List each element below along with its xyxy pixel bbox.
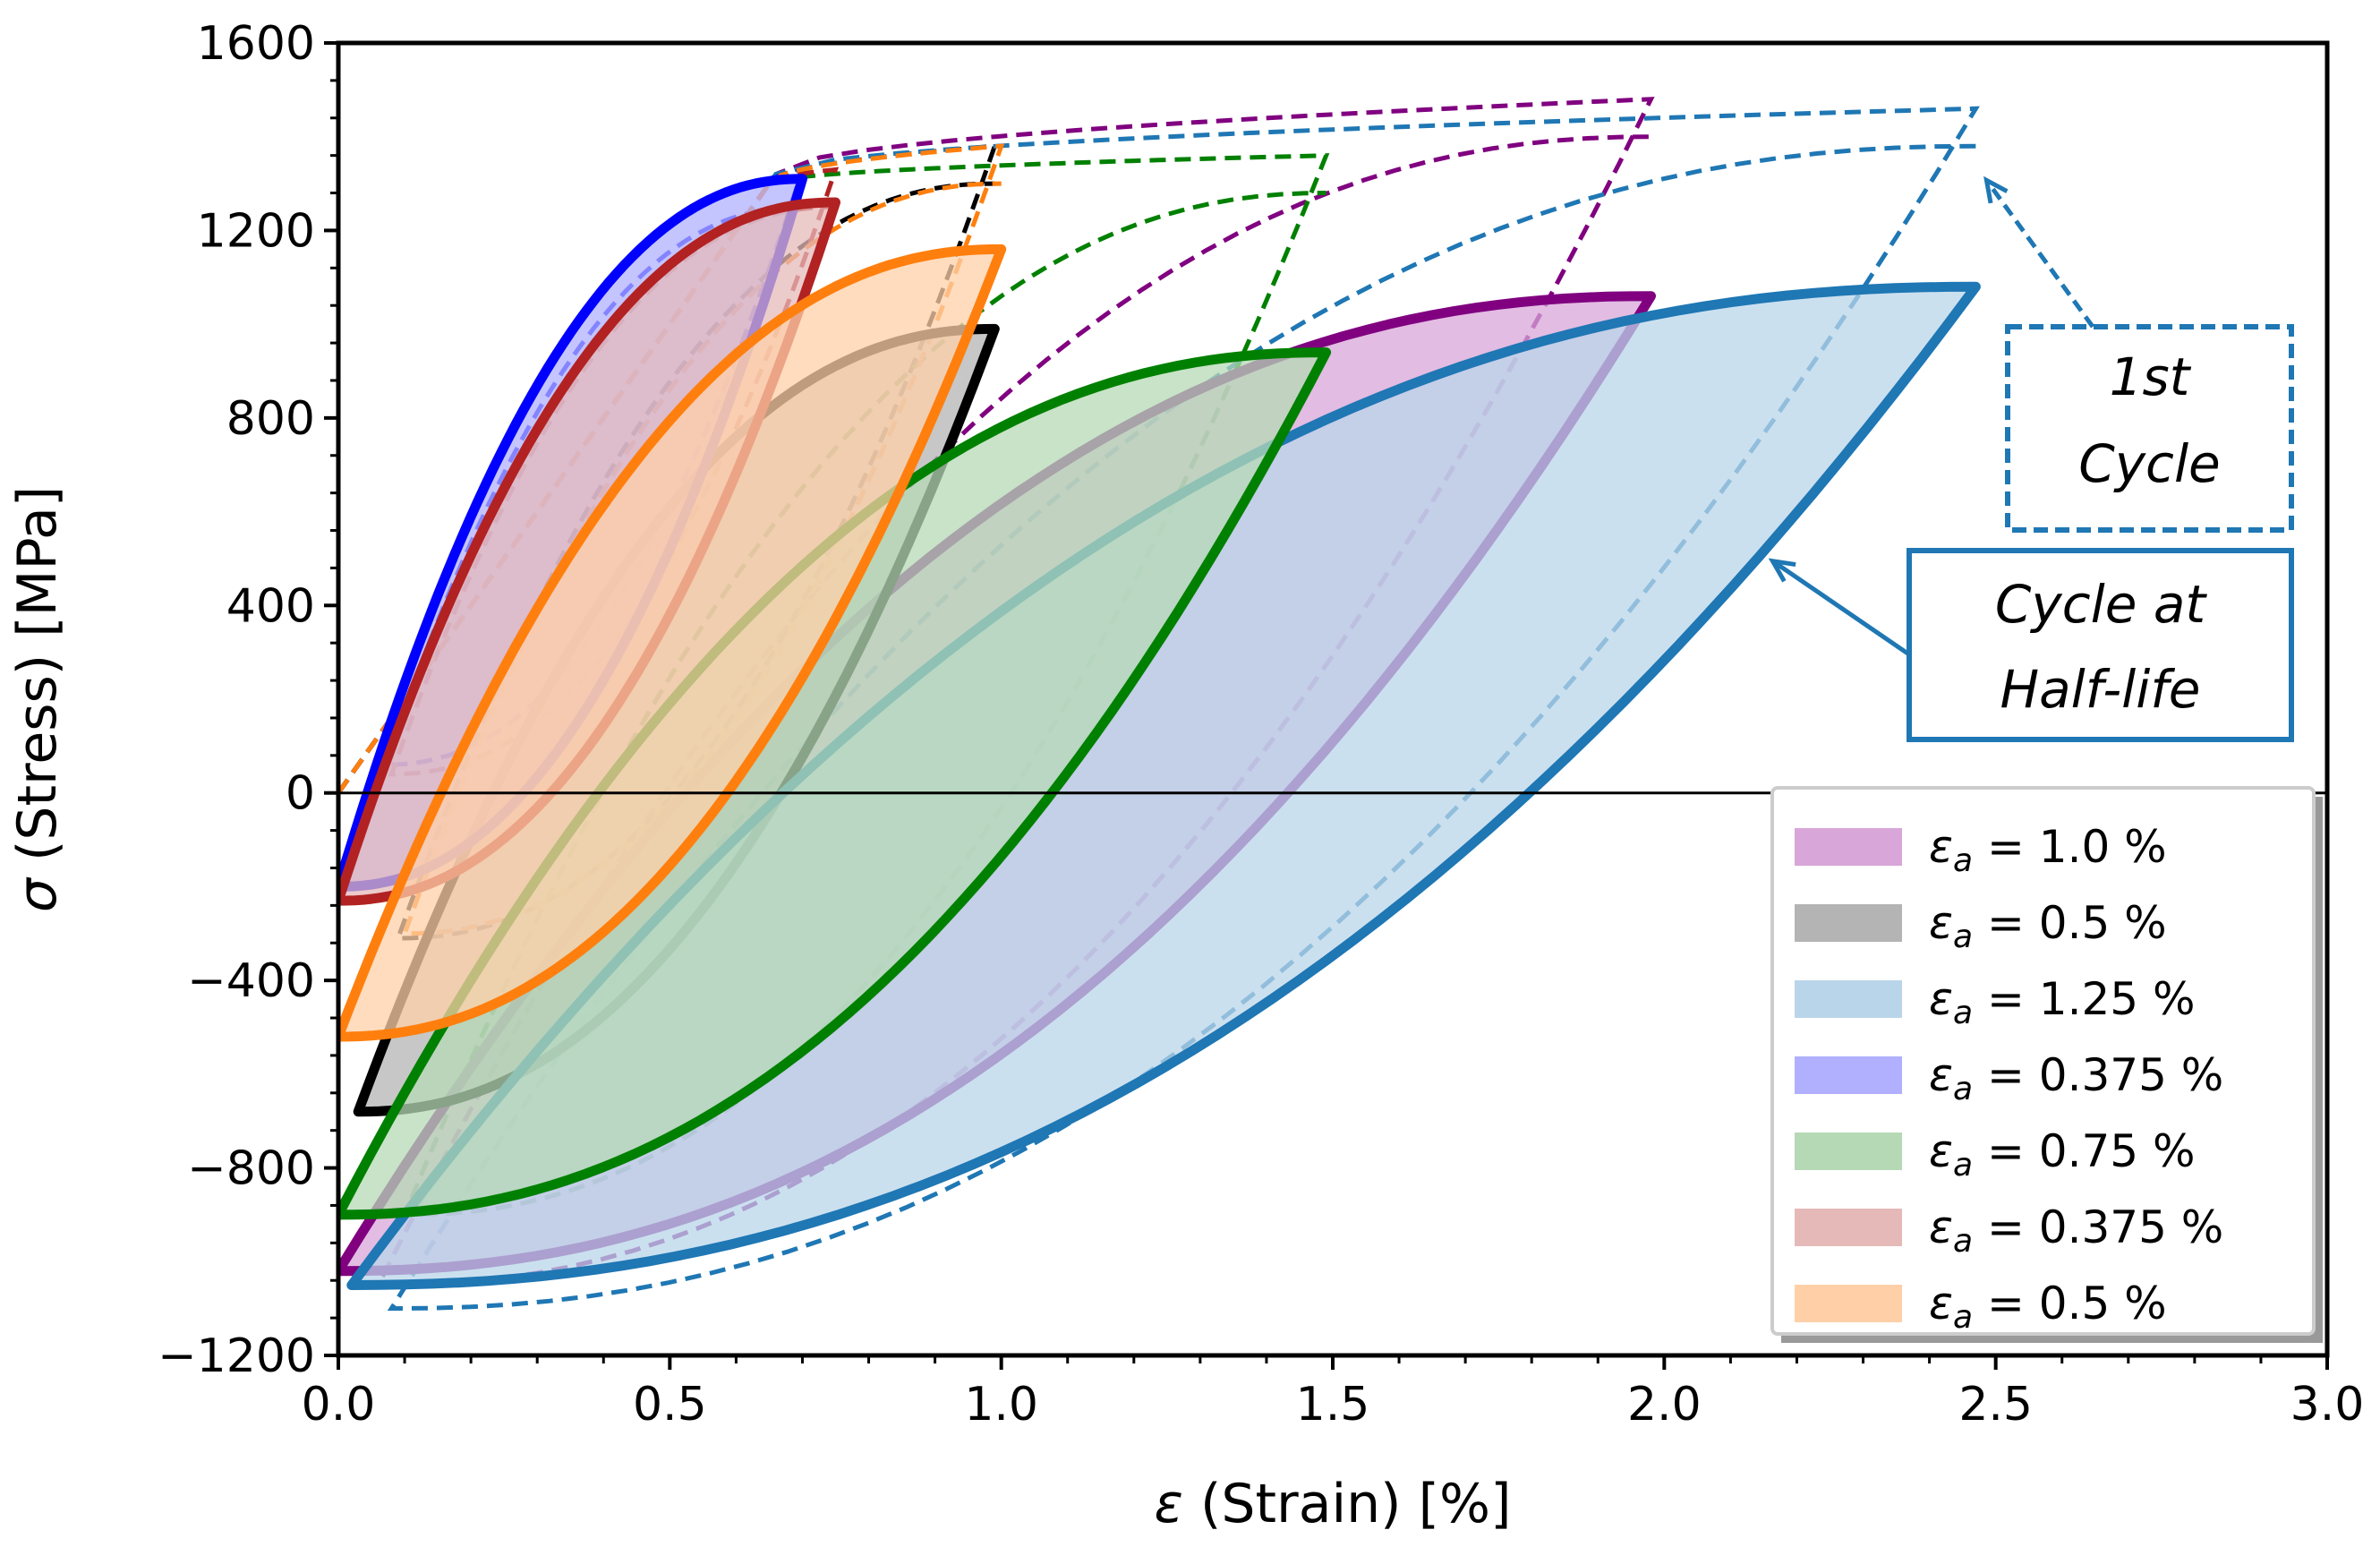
annotation-box-0 (2005, 324, 2294, 533)
legend-value-4: = 0.75 % (1973, 1125, 2195, 1177)
annotation-arrowhead-1 (1768, 558, 1796, 583)
y-axis-text: (Stress) [MPa] (6, 486, 69, 878)
legend-swatch-0 (1795, 828, 1902, 866)
x-tick-label: 1.0 (964, 1378, 1038, 1432)
legend-var-1: ε (1929, 897, 1953, 949)
legend-sub-3: a (1953, 1071, 1973, 1107)
x-axis-symbol: ε (1155, 1473, 1183, 1535)
legend-sub-5: a (1953, 1223, 1973, 1260)
first-cycle-loop-0 (338, 97, 1655, 1288)
y-tick-label: 400 (226, 579, 315, 633)
legend-value-0: = 1.0 % (1973, 821, 2167, 873)
legend-label-6: εa = 0.5 % (1929, 1278, 2167, 1336)
legend-var-6: ε (1929, 1278, 1953, 1329)
y-tick-label: 1200 (197, 204, 315, 258)
annotation-box-1 (1907, 548, 2294, 742)
legend-var-0: ε (1929, 821, 1953, 873)
legend-swatch-1 (1795, 904, 1902, 942)
half-life-loop-6 (338, 244, 1007, 1042)
annotation-arrowhead-0 (1983, 175, 2009, 204)
y-axis-symbol: σ (6, 876, 69, 912)
annotation-arrow-1 (1771, 559, 1911, 657)
half-life-fill-6 (338, 249, 1002, 1037)
annotation-arrow-0 (1984, 178, 2095, 329)
legend-var-2: ε (1929, 973, 1953, 1025)
legend-swatch-5 (1795, 1209, 1902, 1246)
legend-var-4: ε (1929, 1125, 1953, 1177)
legend-label-3: εa = 0.375 % (1929, 1049, 2223, 1107)
legend-sub-2: a (1953, 995, 1973, 1031)
legend-value-6: = 0.5 % (1973, 1278, 2167, 1329)
y-tick-label: −800 (187, 1142, 315, 1196)
legend-value-3: = 0.375 % (1973, 1049, 2223, 1101)
legend-value-5: = 0.375 % (1973, 1201, 2223, 1253)
legend-sub-1: a (1953, 919, 1973, 955)
legend-swatch-2 (1795, 980, 1902, 1018)
y-tick-label: 800 (226, 392, 315, 446)
legend-label-1: εa = 0.5 % (1929, 897, 2167, 955)
annotation-text-0: 1st (2110, 346, 2192, 407)
first-cycle-loop-2 (338, 106, 1980, 1312)
annotation-text-1: Cycle at (1995, 574, 2207, 635)
legend-swatch-4 (1795, 1132, 1902, 1170)
y-tick-label: −1200 (158, 1329, 315, 1383)
half-life-loops (338, 174, 1981, 1290)
legend-sub-0: a (1953, 842, 1973, 879)
y-tick-label: 0 (286, 767, 315, 821)
annotation-text-0: Cycle (2078, 433, 2221, 494)
x-tick-label: 0.0 (302, 1378, 376, 1432)
legend-swatch-3 (1795, 1056, 1902, 1094)
annotations: 1st Cycle Cycle at Half-life (1768, 175, 2294, 742)
y-axis-label: σ (Stress) [MPa] (6, 486, 69, 912)
x-tick-label: 3.0 (2290, 1378, 2365, 1432)
legend-value-2: = 1.25 % (1973, 973, 2195, 1025)
y-tick-label: 1600 (197, 17, 315, 71)
legend: εa = 1.0 %εa = 0.5 %εa = 1.25 %εa = 0.37… (1770, 786, 2323, 1343)
annotation-text-1: Half-life (2000, 659, 2201, 720)
x-axis-label: ε (Strain) [%] (1155, 1473, 1512, 1535)
axis-ticks (324, 41, 2329, 1370)
half-life-fill-4 (338, 352, 1326, 1215)
legend-swatch-6 (1795, 1285, 1902, 1322)
legend-sub-4: a (1953, 1147, 1973, 1184)
x-tick-label: 0.5 (633, 1378, 707, 1432)
x-axis-text: (Strain) [%] (1183, 1473, 1512, 1535)
legend-var-3: ε (1929, 1049, 1953, 1101)
x-tick-label: 1.5 (1296, 1378, 1370, 1432)
legend-frame (1770, 786, 2316, 1336)
axis-tick-labels: 0.0 0.5 1.0 1.5 2.0 2.5 3.0 −1200 −800 −400 0 400 80… (158, 17, 2364, 1432)
legend-value-1: = 0.5 % (1973, 897, 2167, 949)
legend-var-5: ε (1929, 1201, 1953, 1253)
legend-label-5: εa = 0.375 % (1929, 1201, 2223, 1260)
legend-sub-6: a (1953, 1299, 1973, 1336)
x-tick-label: 2.5 (1958, 1378, 2033, 1432)
legend-label-2: εa = 1.25 % (1929, 973, 2196, 1031)
y-tick-label: −400 (187, 954, 315, 1008)
x-tick-label: 2.0 (1627, 1378, 1702, 1432)
legend-label-4: εa = 0.75 % (1929, 1125, 2196, 1184)
legend-label-0: εa = 1.0 % (1929, 821, 2167, 879)
